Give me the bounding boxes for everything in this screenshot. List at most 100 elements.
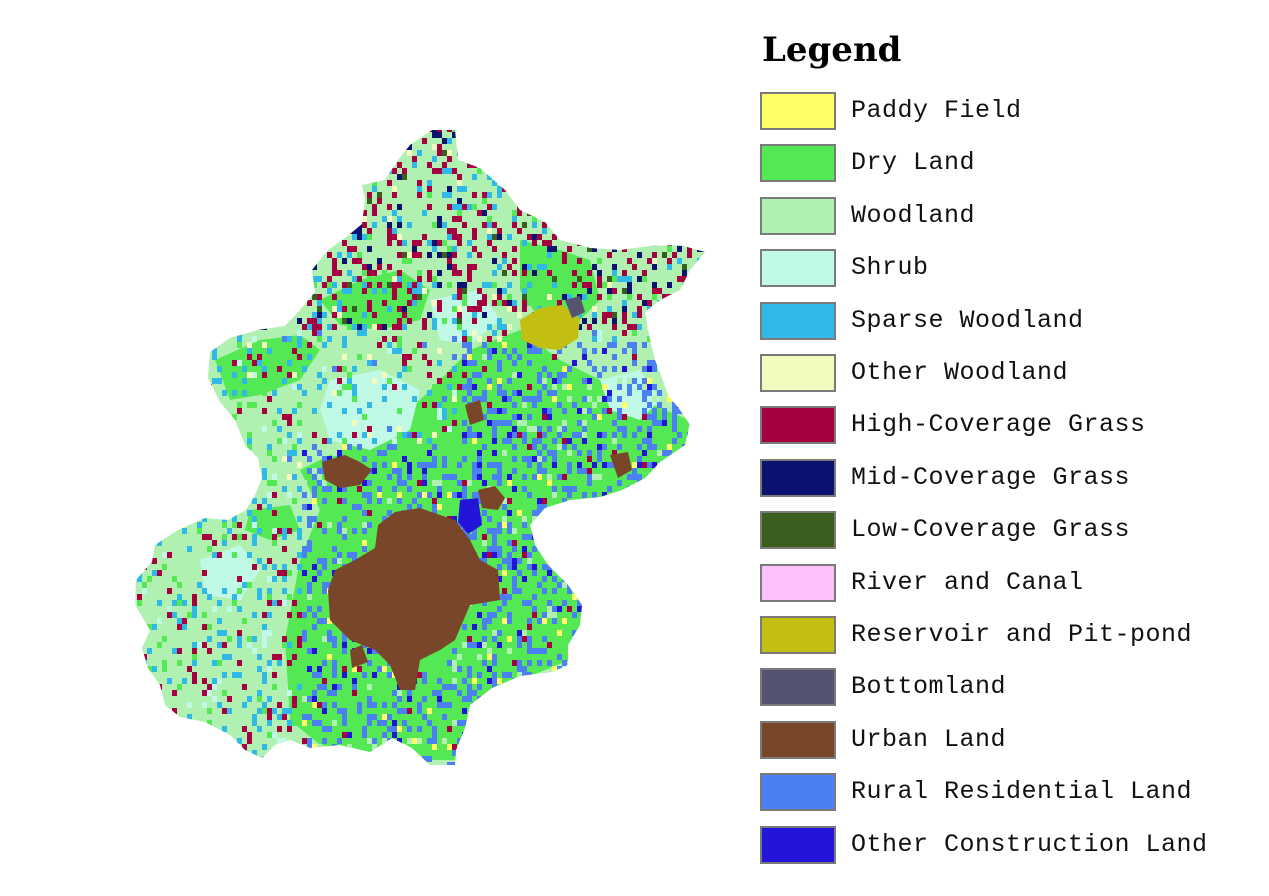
- land-cell: [172, 648, 177, 654]
- land-cell: [492, 540, 497, 546]
- land-cell: [417, 672, 422, 678]
- land-cell: [692, 522, 697, 528]
- land-cell: [297, 402, 302, 408]
- land-cell: [587, 270, 592, 276]
- land-cell: [702, 174, 705, 180]
- land-cell: [572, 648, 577, 654]
- land-cell: [137, 486, 142, 492]
- land-cell: [357, 222, 362, 228]
- land-cell: [662, 162, 667, 168]
- land-cell: [177, 162, 182, 168]
- land-cell: [612, 450, 617, 456]
- land-cell: [602, 444, 607, 450]
- land-cell: [182, 384, 187, 390]
- land-cell: [397, 768, 402, 774]
- land-cell: [552, 354, 557, 360]
- land-cell: [547, 294, 552, 300]
- land-cell: [467, 336, 472, 342]
- land-cell: [262, 180, 267, 186]
- land-cell: [392, 228, 397, 234]
- land-cell: [152, 426, 157, 432]
- land-cell: [282, 282, 287, 288]
- land-cell: [427, 432, 432, 438]
- land-cell: [692, 402, 697, 408]
- legend-swatch: [760, 720, 836, 759]
- land-cell: [617, 408, 622, 414]
- land-cell: [387, 714, 392, 720]
- land-cell: [302, 228, 307, 234]
- land-cell: [262, 366, 267, 372]
- land-cell: [557, 378, 562, 384]
- land-cell: [267, 444, 272, 450]
- land-cell: [682, 654, 687, 660]
- land-cell: [142, 726, 147, 732]
- land-cell: [317, 138, 322, 144]
- land-cell: [317, 666, 322, 672]
- land-cell: [232, 516, 237, 522]
- land-cell: [507, 702, 512, 708]
- land-cell: [647, 414, 652, 420]
- land-cell: [327, 210, 332, 216]
- land-cell: [547, 372, 552, 378]
- land-cell: [587, 234, 592, 240]
- land-cell: [622, 348, 627, 354]
- land-cell: [282, 600, 287, 606]
- land-cell: [227, 306, 232, 312]
- land-cell: [507, 558, 512, 564]
- land-cell: [167, 210, 172, 216]
- land-cell: [577, 528, 582, 534]
- land-cell: [592, 540, 597, 546]
- land-cell: [617, 690, 622, 696]
- land-cell: [677, 576, 682, 582]
- land-cell: [192, 282, 197, 288]
- land-cell: [282, 138, 287, 144]
- land-cell: [637, 528, 642, 534]
- land-cell: [302, 288, 307, 294]
- land-cell: [692, 708, 697, 714]
- land-cell: [602, 618, 607, 624]
- land-cell: [672, 438, 677, 444]
- land-cell: [432, 690, 437, 696]
- land-cell: [612, 276, 617, 282]
- land-cell: [492, 282, 497, 288]
- land-cell: [657, 234, 662, 240]
- land-cell: [317, 474, 322, 480]
- land-cell: [407, 486, 412, 492]
- land-cell: [137, 546, 142, 552]
- land-cell: [162, 726, 167, 732]
- land-cell: [237, 330, 242, 336]
- land-cell: [692, 354, 697, 360]
- land-cell: [587, 642, 592, 648]
- land-cell: [697, 456, 702, 462]
- land-cell: [472, 396, 477, 402]
- land-cell: [517, 312, 522, 318]
- land-cell: [177, 198, 182, 204]
- land-cell: [602, 348, 607, 354]
- land-cell: [237, 162, 242, 168]
- land-cell: [672, 594, 677, 600]
- land-cell: [592, 558, 597, 564]
- land-cell: [152, 558, 157, 564]
- land-cell: [172, 744, 177, 750]
- land-cell: [512, 390, 517, 396]
- land-cell: [652, 408, 657, 414]
- land-cell: [692, 666, 697, 672]
- legend-swatch: [760, 196, 836, 235]
- land-cell: [157, 192, 162, 198]
- land-cell: [617, 648, 622, 654]
- land-cell: [292, 216, 297, 222]
- land-cell: [347, 750, 352, 756]
- land-cell: [532, 444, 537, 450]
- land-cell: [207, 408, 212, 414]
- land-cell: [287, 130, 292, 132]
- land-cell: [437, 486, 442, 492]
- land-cell: [612, 130, 617, 132]
- land-cell: [512, 138, 517, 144]
- land-cell: [522, 198, 527, 204]
- land-cell: [462, 342, 467, 348]
- land-cell: [417, 276, 422, 282]
- land-cell: [202, 330, 207, 336]
- land-cell: [602, 492, 607, 498]
- land-cell: [167, 312, 172, 318]
- land-cell: [462, 696, 467, 702]
